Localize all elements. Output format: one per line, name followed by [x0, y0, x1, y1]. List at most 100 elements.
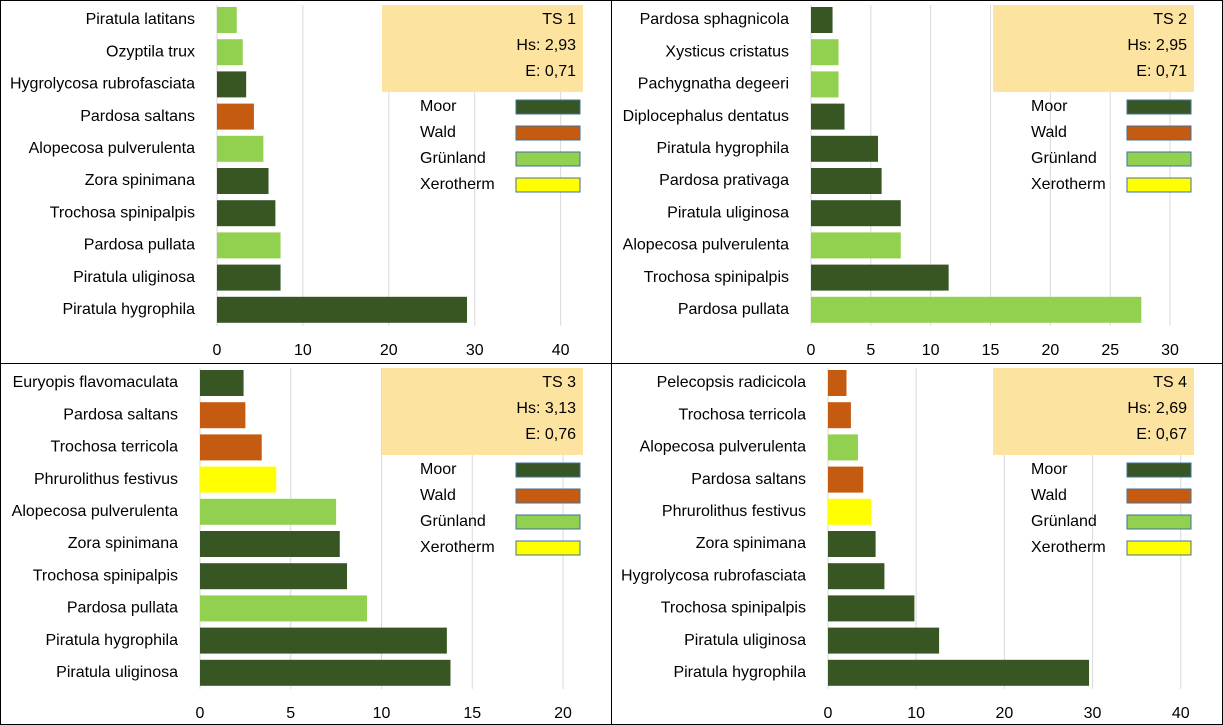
bar	[200, 498, 337, 525]
category-label: Trochosa terricola	[679, 406, 807, 423]
x-tick-label: 5	[286, 705, 295, 722]
category-label: Piratula hygrophila	[62, 301, 195, 318]
chart-panel: Piratula latitans Ozyptila trux Hygrolycos…	[10, 5, 583, 359]
bar	[200, 627, 447, 654]
legend-label: Grünland	[420, 513, 486, 530]
info-box	[993, 368, 1194, 455]
bar	[811, 39, 839, 66]
category-label: Pardosa saltans	[63, 406, 178, 423]
category-label: Trochosa spinipalpis	[33, 567, 178, 584]
category-label: Euryopis flavomaculata	[13, 374, 179, 391]
category-label: Piratula uliginosa	[73, 269, 195, 286]
legend-swatch	[515, 514, 581, 530]
category-label: Piratula hygrophila	[656, 140, 789, 157]
legend-label: Xerotherm	[420, 539, 495, 556]
legend-swatch	[515, 462, 581, 478]
bar	[827, 563, 885, 590]
bar	[216, 7, 237, 33]
bar	[216, 135, 264, 162]
x-tick-label: 40	[1172, 705, 1190, 722]
x-tick-label: 10	[294, 342, 312, 359]
legend-label: Xerotherm	[1031, 176, 1106, 193]
legend-swatch	[515, 125, 581, 141]
category-label: Trochosa spinipalpis	[661, 600, 806, 617]
panel-title: TS 1	[542, 11, 576, 28]
bar	[811, 232, 901, 259]
category-label: Phrurolithus festivus	[34, 471, 178, 488]
category-label: Trochosa spinipalpis	[644, 269, 789, 286]
legend-label: Grünland	[1031, 150, 1097, 167]
bar	[811, 135, 879, 162]
bar	[827, 595, 915, 622]
bar	[216, 168, 269, 194]
category-label: Trochosa terricola	[51, 439, 179, 456]
x-tick-label: 30	[466, 342, 484, 359]
legend-swatch	[1126, 488, 1192, 504]
legend-swatch	[1126, 151, 1192, 167]
category-label: Phrurolithus festivus	[662, 503, 806, 520]
category-label: Piratula hygrophila	[45, 632, 178, 649]
panel-title: TS 2	[1153, 11, 1187, 28]
info-box	[382, 368, 583, 455]
x-tick-label: 10	[922, 342, 940, 359]
legend-label: Moor	[1031, 98, 1068, 115]
legend-label: Moor	[1031, 461, 1068, 478]
category-label: Piratula hygrophila	[673, 664, 806, 681]
bar	[827, 434, 858, 461]
category-label: Ozyptila trux	[106, 43, 195, 60]
bar	[811, 103, 845, 130]
category-label: Pardosa pullata	[84, 237, 195, 254]
bar	[200, 434, 262, 461]
x-tick-label: 25	[1101, 342, 1119, 359]
category-label: Hygrolycosa rubrofasciata	[621, 567, 806, 584]
panel-title: TS 4	[1153, 374, 1187, 391]
category-label: Pardosa saltans	[80, 108, 195, 125]
category-label: Piratula uliginosa	[667, 204, 789, 221]
category-label: Pardosa sphagnicola	[640, 11, 790, 28]
category-label: Piratula uliginosa	[684, 632, 806, 649]
legend-label: Grünland	[1031, 513, 1097, 530]
category-label: Trochosa spinipalpis	[50, 204, 195, 221]
x-tick-label: 20	[554, 705, 572, 722]
stat-label: E: 0,71	[525, 63, 576, 80]
legend-swatch	[1126, 177, 1192, 193]
bar	[811, 71, 839, 98]
category-label: Zora spinimana	[68, 535, 178, 552]
bar	[827, 627, 940, 654]
bar-layer	[216, 7, 468, 323]
legend-swatch	[1126, 99, 1192, 115]
category-label: Alopecosa pulverulenta	[640, 439, 806, 456]
x-tick-label: 30	[1161, 342, 1179, 359]
legend-swatch	[1126, 462, 1192, 478]
bar	[200, 595, 367, 622]
legend-label: Wald	[420, 124, 456, 141]
category-label: Pardosa saltans	[691, 471, 806, 488]
stat-label: E: 0,67	[1136, 426, 1187, 443]
stat-label: E: 0,76	[525, 426, 576, 443]
category-label: Hygrolycosa rubrofasciata	[10, 76, 195, 93]
category-label: Xysticus cristatus	[665, 43, 789, 60]
bar	[216, 39, 243, 66]
bar	[200, 402, 246, 429]
legend-label: Xerotherm	[1031, 539, 1106, 556]
legend-label: Wald	[1031, 487, 1067, 504]
bar	[200, 659, 451, 686]
category-label: Piratula uliginosa	[56, 664, 178, 681]
bar	[811, 296, 1142, 323]
bar	[216, 264, 281, 291]
bar	[827, 498, 872, 525]
legend-swatch	[515, 99, 581, 115]
x-tick-label: 10	[907, 705, 925, 722]
chart-panel: Pardosa sphagnicola Xysticus cristatus Pac…	[623, 5, 1194, 359]
x-tick-label: 20	[1041, 342, 1059, 359]
bar	[216, 71, 247, 98]
x-tick-label: 0	[807, 342, 816, 359]
bar	[200, 466, 277, 493]
legend-label: Wald	[420, 487, 456, 504]
x-tick-label: 0	[196, 705, 205, 722]
x-tick-label: 15	[463, 705, 481, 722]
category-label: Diplocephalus dentatus	[623, 108, 789, 125]
stat-label: E: 0,71	[1136, 63, 1187, 80]
stat-label: Hs: 2,69	[1127, 400, 1187, 417]
legend-label: Grünland	[420, 150, 486, 167]
